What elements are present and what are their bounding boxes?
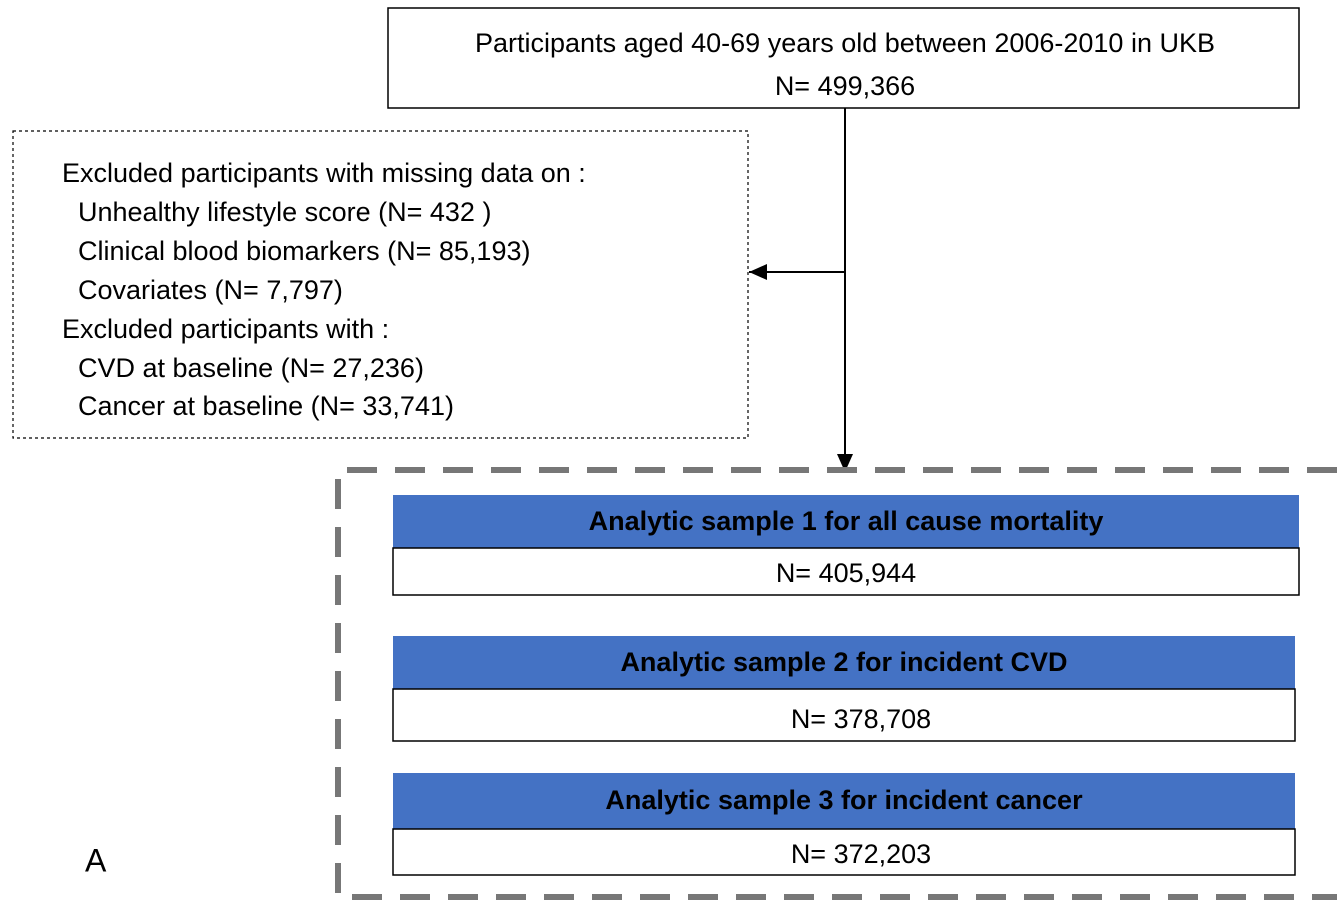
- top-box: [387, 7, 1300, 109]
- exclusion-item: Clinical blood biomarkers (N= 85,193): [78, 236, 530, 266]
- top-line1: Participants aged 40-69 years old betwee…: [475, 28, 1215, 58]
- sample-n: N= 372,203: [791, 839, 931, 869]
- exclusion-item: Covariates (N= 7,797): [78, 275, 343, 305]
- sample-header: [393, 495, 1299, 548]
- sample-body: [392, 547, 1300, 596]
- exclusion-item: Cancer at baseline (N= 33,741): [78, 391, 454, 421]
- sample-title: Analytic sample 2 for incident CVD: [620, 647, 1067, 677]
- exclusion-item: Unhealthy lifestyle score (N= 432 ): [78, 197, 491, 227]
- exclusion-item: CVD at baseline (N= 27,236): [78, 353, 424, 383]
- sample-body: [392, 688, 1296, 742]
- sample-header: [393, 773, 1295, 829]
- panel-label: A: [85, 842, 107, 878]
- sample-body: [392, 828, 1296, 876]
- sample-title: Analytic sample 3 for incident cancer: [605, 785, 1083, 815]
- exclusion-box: [12, 130, 749, 439]
- sample-n: N= 405,944: [776, 558, 916, 588]
- exclusion-heading: Excluded participants with :: [62, 314, 389, 344]
- sample-group-frame: [335, 467, 1337, 900]
- sample-n: N= 378,708: [791, 704, 931, 734]
- sample-title: Analytic sample 1 for all cause mortalit…: [589, 506, 1104, 536]
- sample-header: [393, 636, 1295, 689]
- exclusion-heading: Excluded participants with missing data …: [62, 158, 586, 188]
- top-line2: N= 499,366: [775, 71, 915, 101]
